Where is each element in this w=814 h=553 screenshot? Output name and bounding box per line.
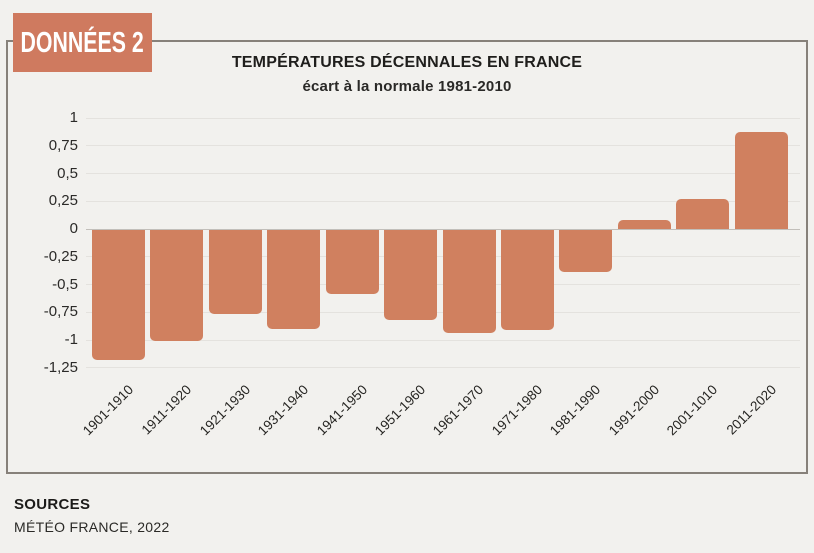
bar-1911-1920 (150, 230, 204, 341)
gridline--1,25 (86, 367, 800, 369)
y-tick-label-0: 0 (69, 220, 78, 237)
chart-title: TEMPÉRATURES DÉCENNALES EN FRANCE (231, 54, 583, 71)
chart-card (6, 40, 808, 474)
y-tick-label-0,5: 0,5 (57, 164, 78, 182)
y-tick-label--1: -1 (64, 331, 78, 348)
chart-subtitle: écart à la normale 1981-2010 (302, 78, 512, 95)
bar-1931-1940 (267, 230, 321, 329)
bar-1961-1970 (442, 230, 496, 334)
gridline-0,25 (86, 200, 800, 202)
bar-2001-1010 (676, 199, 730, 229)
gridline-1 (86, 117, 800, 119)
source-text: MÉTÉO FRANCE, 2022 (14, 519, 170, 535)
bar-1901-1910 (92, 230, 145, 360)
gridline--1 (86, 339, 800, 341)
gridline-0 (86, 228, 800, 230)
y-tick-label-0,25: 0,25 (48, 192, 78, 210)
y-tick-label--0,75: -0,75 (43, 303, 78, 321)
y-tick-label--1,25: -1,25 (43, 358, 78, 376)
y-tick-label-1: 1 (69, 109, 78, 126)
gridline-0,75 (86, 145, 800, 147)
y-tick-label--0,5: -0,5 (52, 275, 78, 293)
gridline-0,5 (86, 173, 800, 174)
bar-1951-1960 (384, 230, 438, 320)
y-tick-label--0,25: -0,25 (43, 247, 78, 265)
bar-1971-1980 (500, 230, 554, 330)
y-tick-label-0,75: 0,75 (48, 136, 78, 154)
bar-1991-2000 (617, 220, 671, 229)
donnees-badge: DONNÉES 2 (13, 13, 152, 72)
sources-heading: SOURCES (14, 496, 91, 513)
bar-1921-1930 (208, 230, 262, 315)
bar-2011-2020 (734, 132, 788, 229)
bar-1981-1990 (559, 230, 613, 273)
donnees-badge-label: DONNÉES 2 (20, 25, 145, 59)
bar-1941-1950 (325, 230, 379, 295)
